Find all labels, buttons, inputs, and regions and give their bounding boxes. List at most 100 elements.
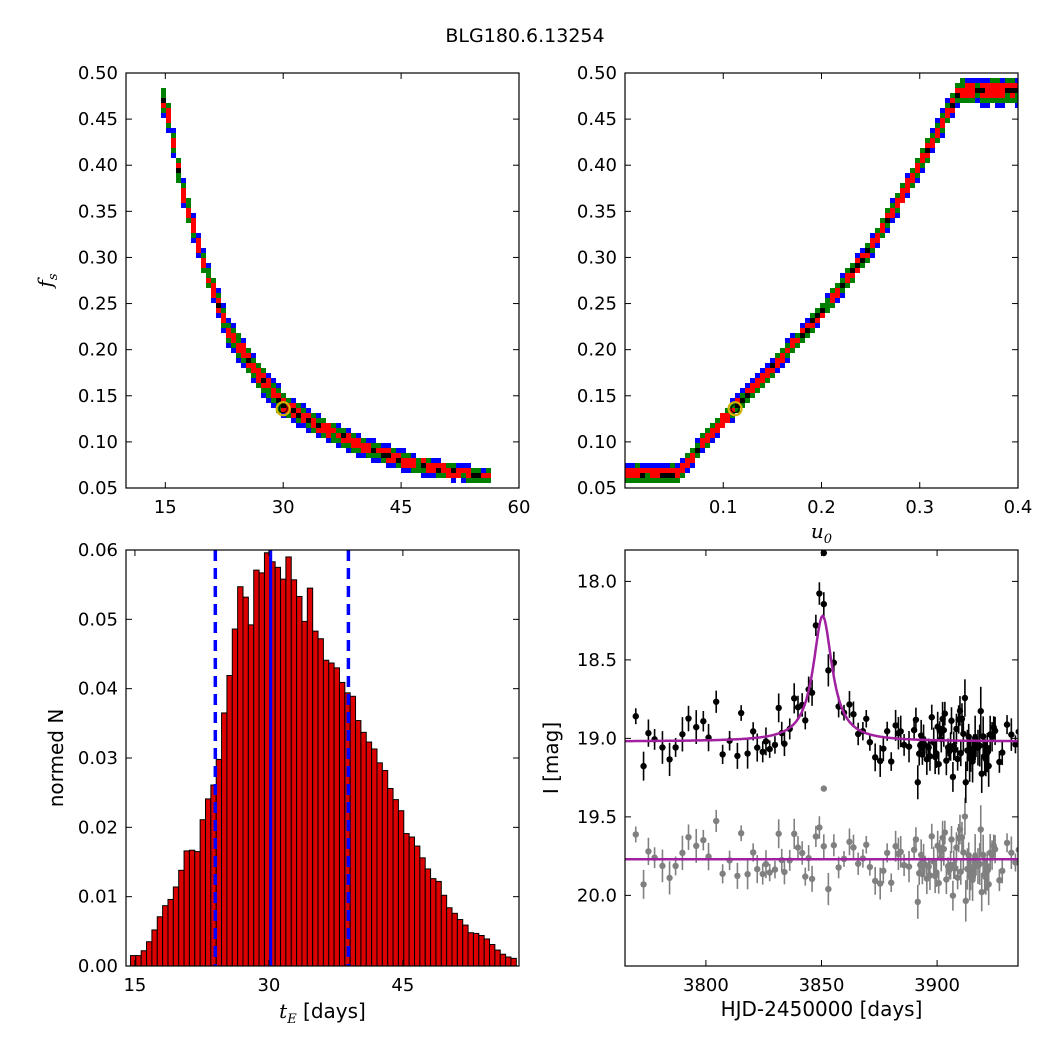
histogram-bar [478,934,485,967]
density-cell [166,103,171,108]
density-cell [211,278,216,283]
y-tick-label: 0.30 [577,247,617,268]
density-cell [421,458,426,463]
density-cell [286,413,291,418]
density-cell [351,433,356,438]
density-cell [1005,88,1010,93]
density-cell [296,403,301,408]
density-cell [411,468,416,473]
density-cell [875,228,880,233]
density-cell [865,258,870,263]
x-tick-label: 45 [391,975,414,996]
density-cell [326,433,331,438]
density-cell [381,443,386,448]
density-cell [186,213,191,218]
residual-point [985,881,992,888]
density-cell [486,478,491,483]
density-cell [216,288,221,293]
density-cell [960,78,965,83]
density-cell [191,218,196,223]
density-cell [785,353,790,358]
density-cell [925,158,930,163]
density-cell [995,88,1000,93]
density-cell [935,118,940,123]
density-cell [316,413,321,418]
density-cell [940,118,945,123]
histogram-bar [140,950,148,967]
density-cell [186,203,191,208]
residual-point [863,841,870,848]
density-cell [860,263,865,268]
density-cell [960,98,965,103]
density-cell [251,363,256,368]
density-cell [795,338,800,343]
density-cell [750,378,755,383]
density-cell [625,478,630,483]
data-point [926,753,934,760]
histogram-bar [456,919,464,967]
density-cell [675,473,680,478]
density-cell [685,468,690,473]
density-cell [276,393,281,398]
density-cell [975,78,980,83]
density-cell [780,348,785,353]
density-cell [805,328,810,333]
density-cell [785,338,790,343]
density-cell [376,458,381,463]
density-cell [301,418,306,423]
density-cell [481,478,486,483]
density-cell [181,178,186,183]
density-cell [820,313,825,318]
density-cell [1000,98,1005,103]
data-point [846,701,853,708]
data-point [679,731,686,738]
density-cell [660,473,665,478]
residual-point [685,833,692,841]
density-cell [815,313,820,318]
density-cell [281,398,286,403]
density-cell [236,333,241,338]
density-cell [331,433,336,438]
data-point [951,746,959,753]
density-cell [895,208,900,213]
density-cell [965,83,970,88]
density-cell [980,98,985,103]
density-cell [865,243,870,248]
density-cell [805,318,810,323]
density-cell [346,438,351,443]
density-cell [161,88,166,93]
density-cell [830,303,835,308]
density-cell [336,433,341,438]
data-point [693,723,700,731]
density-cell [990,83,995,88]
density-cell [800,323,805,328]
density-cell [670,478,675,483]
density-cell [231,323,236,328]
density-cell [955,83,960,88]
residual-point [734,872,741,880]
density-cell [645,478,650,483]
residual-point [666,874,673,882]
density-cell [1005,93,1010,98]
density-cell [945,113,950,118]
density-cell [635,473,640,478]
histogram-bar [397,810,405,967]
density-cell [196,253,201,258]
density-cell [815,308,820,313]
density-cell [935,133,940,138]
data-point [808,689,816,696]
residual-point [949,892,957,899]
density-cell [311,428,316,433]
density-cell [221,303,226,308]
density-cell [880,223,885,228]
histogram-bar [183,850,190,967]
density-cell [760,373,765,378]
density-cell [251,353,256,358]
density-cell [775,358,780,363]
data-point [905,743,913,750]
density-cell [890,213,895,218]
density-cell [391,458,396,463]
density-cell [875,238,880,243]
density-cell [356,433,361,438]
density-cell [456,473,461,478]
